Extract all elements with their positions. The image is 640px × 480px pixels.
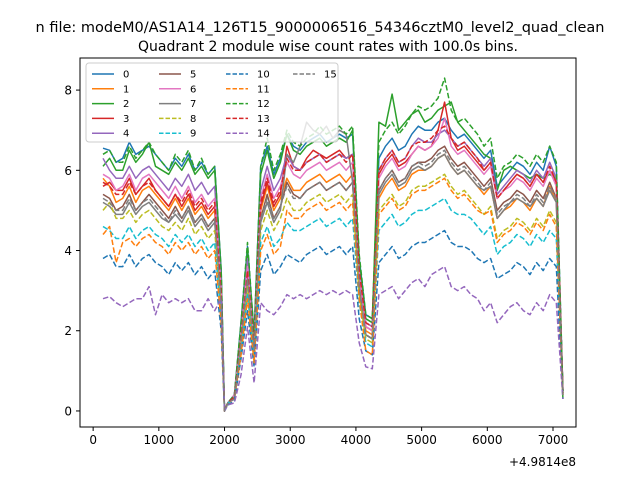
y-tick-label: 8 <box>64 84 72 98</box>
legend-label-15: 15 <box>324 70 337 81</box>
x-offset-label: +4.9814e8 <box>509 455 576 469</box>
y-tick-label: 4 <box>64 244 72 258</box>
series-line-4 <box>102 129 564 412</box>
x-tick-label: 5000 <box>406 433 437 447</box>
y-tick-label: 0 <box>64 404 72 418</box>
series-line-13 <box>102 125 564 412</box>
legend-label-7: 7 <box>190 99 196 110</box>
legend-label-13: 13 <box>257 114 270 125</box>
legend-label-5: 5 <box>190 70 196 81</box>
legend-label-8: 8 <box>190 114 196 125</box>
series-line-14 <box>102 265 564 412</box>
series-line-2 <box>102 93 564 412</box>
legend-label-9: 9 <box>190 129 196 140</box>
series-line-1 <box>102 153 564 412</box>
x-tick-label: 1000 <box>144 433 175 447</box>
legend-label-1: 1 <box>123 84 129 95</box>
legend-label-12: 12 <box>257 99 270 110</box>
legend-label-10: 10 <box>257 70 270 81</box>
legend-label-11: 11 <box>257 84 270 95</box>
chart-title: Quadrant 2 module wise count rates with … <box>138 39 518 55</box>
x-tick-label: 7000 <box>538 433 569 447</box>
x-tick-label: 2000 <box>209 433 240 447</box>
series-line-15 <box>102 149 564 412</box>
series-line-12 <box>102 77 564 412</box>
series-line-6 <box>102 117 564 412</box>
x-axis: 0 1000 2000 3000 4000 5000 6000 7000 <box>89 427 568 447</box>
series-lines <box>102 77 564 412</box>
legend-label-0: 0 <box>123 70 129 81</box>
series-line-11 <box>102 177 564 412</box>
axes-frame <box>79 57 577 428</box>
figure-suptitle: n file: modeM0/AS1A14_126T15_9000006516_… <box>36 20 605 36</box>
y-tick-label: 6 <box>64 164 72 178</box>
series-line-10 <box>102 229 564 412</box>
legend-label-6: 6 <box>190 84 196 95</box>
y-axis: 0 2 4 6 8 <box>64 84 80 418</box>
legend-label-14: 14 <box>257 129 270 140</box>
x-tick-label: 6000 <box>472 433 503 447</box>
legend-label-4: 4 <box>123 129 129 140</box>
series-line-8 <box>102 173 564 412</box>
y-tick-label: 2 <box>64 324 72 338</box>
x-tick-label: 0 <box>89 433 97 447</box>
plot-area: 0 1000 2000 3000 4000 5000 6000 7000 0 2 4 6 8 +4.9… <box>64 57 577 469</box>
series-line-9 <box>102 197 564 412</box>
series-line-3 <box>102 101 564 412</box>
legend-label-3: 3 <box>123 114 129 125</box>
x-tick-label: 4000 <box>341 433 372 447</box>
x-tick-label: 3000 <box>275 433 306 447</box>
legend-box <box>85 62 339 143</box>
legend-label-2: 2 <box>123 99 129 110</box>
